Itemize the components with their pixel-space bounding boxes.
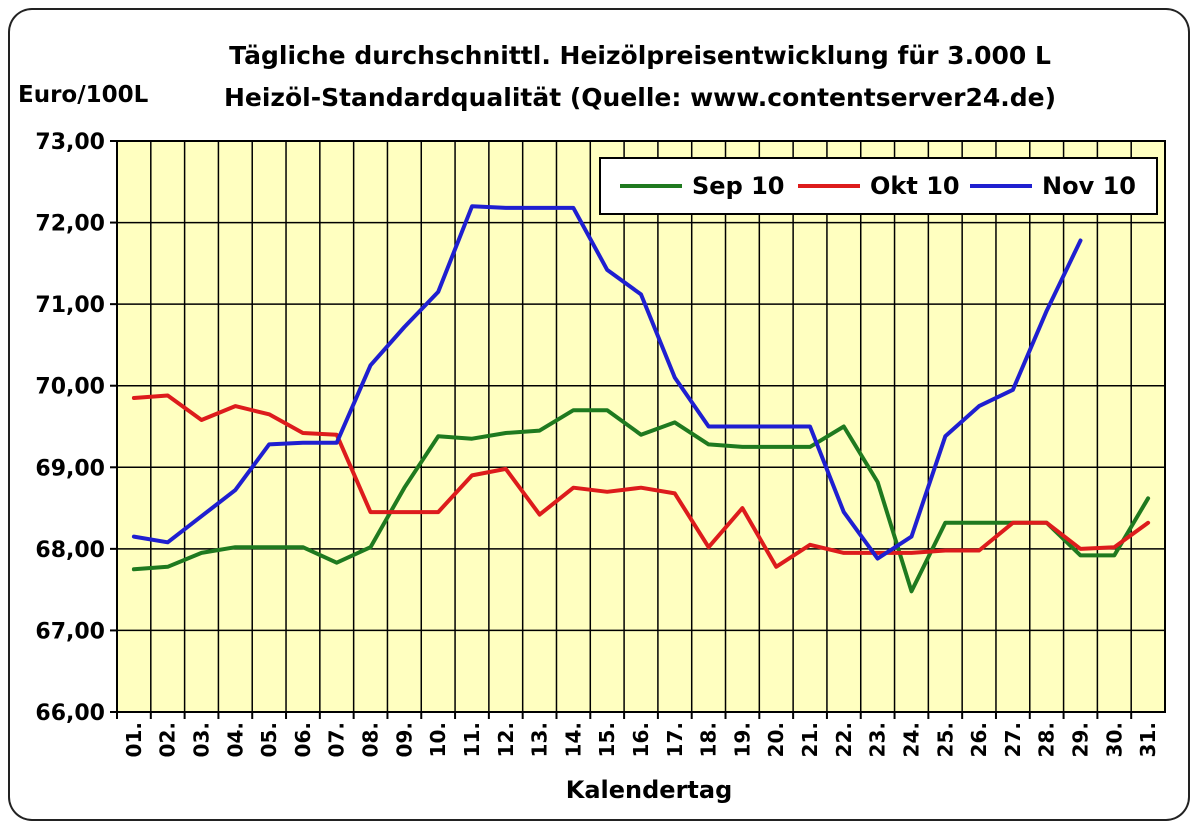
x-tick-label: 31.	[1136, 722, 1160, 757]
x-tick-label: 19.	[730, 722, 754, 757]
x-tick-label: 26.	[967, 722, 991, 757]
series-line-nov-10	[131, 204, 1083, 561]
line-chart: Tägliche durchschnittl. Heizölpreisentwi…	[18, 41, 1166, 804]
legend-label: Sep 10	[692, 172, 785, 200]
series-lines	[131, 204, 1151, 594]
x-tick-label: 05.	[257, 722, 281, 757]
y-tick-label: 69,00	[35, 456, 105, 481]
legend-label: Okt 10	[870, 172, 960, 200]
x-tick-label: 28.	[1035, 722, 1059, 757]
x-tick-label: 14.	[561, 722, 585, 757]
x-tick-label: 12.	[494, 722, 518, 757]
x-tick-label: 08.	[359, 722, 383, 757]
y-axis-ticks: 66,00 67,00 68,00 69,00 70,00 71,00 72,00 73,00	[35, 130, 117, 726]
x-tick-label: 16.	[629, 722, 653, 757]
legend-label: Nov 10	[1042, 172, 1136, 200]
x-tick-label: 24.	[899, 722, 923, 757]
x-tick-label: 06.	[291, 722, 315, 757]
plot-area	[116, 140, 1166, 713]
series-line-okt-10	[131, 393, 1151, 569]
x-tick-label: 11.	[460, 722, 484, 757]
x-tick-label: 30.	[1102, 722, 1126, 757]
y-tick-label: 67,00	[35, 619, 105, 644]
y-tick-label: 70,00	[35, 375, 105, 400]
chart-subtitle: Heizöl-Standardqualität (Quelle: www.con…	[224, 83, 1056, 112]
x-tick-label: 22.	[832, 722, 856, 757]
x-tick-label: 20.	[764, 722, 788, 757]
x-tick-label: 21.	[798, 722, 822, 757]
x-axis-ticks: 01. 02. 03. 04. 05. 06. 07. 08. 09. 10. 11. 12. 13. 1…	[116, 712, 1160, 757]
x-tick-label: 18.	[697, 722, 721, 757]
x-tick-label: 07.	[325, 722, 349, 757]
chart-frame: Tägliche durchschnittl. Heizölpreisentwi…	[8, 8, 1190, 821]
y-tick-label: 73,00	[35, 130, 105, 155]
x-tick-label: 01.	[122, 722, 146, 757]
x-tick-label: 29.	[1068, 722, 1092, 757]
series-line-sep-10	[131, 408, 1151, 594]
x-tick-label: 02.	[156, 722, 180, 757]
y-tick-label: 66,00	[35, 701, 105, 726]
x-tick-label: 03.	[190, 722, 214, 757]
y-tick-label: 72,00	[35, 212, 105, 237]
y-tick-label: 71,00	[35, 293, 105, 318]
legend-box	[599, 157, 1158, 215]
x-tick-label: 27.	[1001, 722, 1025, 757]
x-tick-label: 04.	[223, 722, 247, 757]
y-axis-label: Euro/100L	[18, 82, 149, 108]
x-tick-label: 25.	[933, 722, 957, 757]
chart-title: Tägliche durchschnittl. Heizölpreisentwi…	[229, 41, 1051, 70]
x-tick-label: 23.	[866, 722, 890, 757]
x-tick-label: 10.	[426, 722, 450, 757]
y-tick-label: 68,00	[35, 538, 105, 563]
x-tick-label: 13.	[528, 722, 552, 757]
x-axis-label: Kalendertag	[566, 776, 733, 804]
x-tick-label: 09.	[392, 722, 416, 757]
x-tick-label: 17.	[663, 722, 687, 757]
legend: Sep 10 Okt 10 Nov 10	[599, 157, 1158, 215]
x-tick-label: 15.	[595, 722, 619, 757]
